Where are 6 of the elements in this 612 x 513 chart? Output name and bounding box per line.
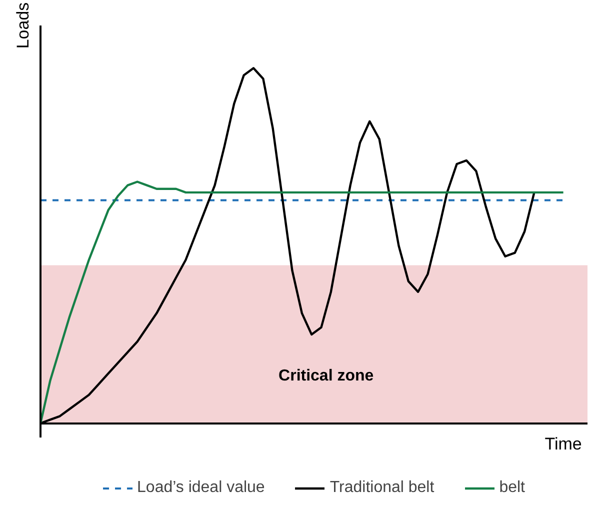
y-axis-title: Loads <box>14 2 32 49</box>
legend-label: belt <box>499 479 525 497</box>
legend-label: Traditional belt <box>330 479 434 497</box>
x-axis-title: Time <box>544 434 582 454</box>
band-label: Critical zone <box>278 367 374 384</box>
legend-label: Load’s ideal value <box>137 479 265 497</box>
